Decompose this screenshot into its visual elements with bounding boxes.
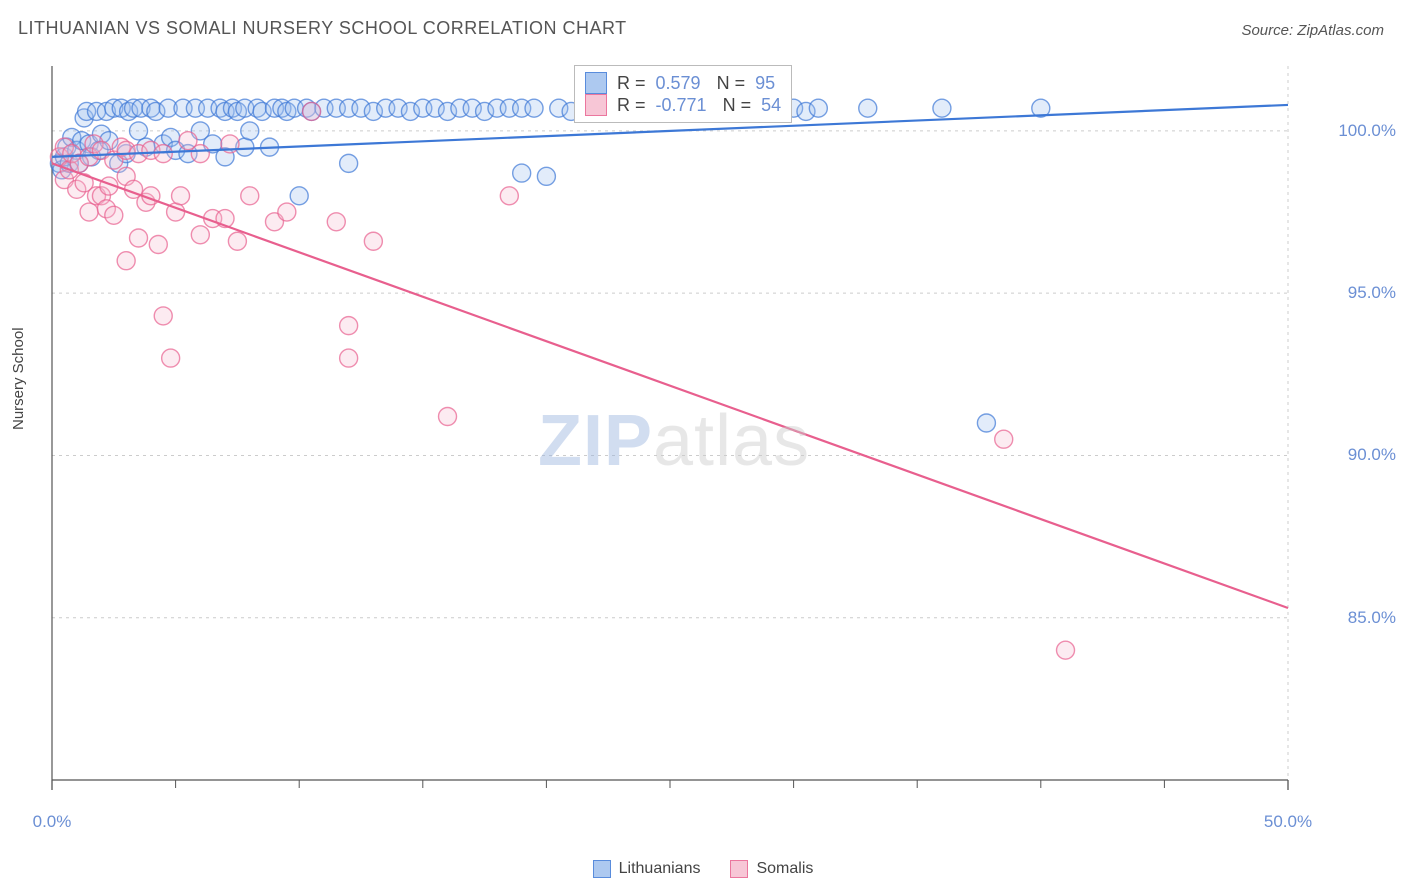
y-tick-label: 95.0% — [1348, 283, 1396, 303]
legend-label: Somalis — [756, 860, 813, 878]
stat-r-label: R = — [617, 73, 646, 94]
legend-label: Lithuanians — [619, 860, 701, 878]
x-tick-label: 50.0% — [1264, 812, 1312, 832]
chart-title: LITHUANIAN VS SOMALI NURSERY SCHOOL CORR… — [18, 18, 627, 39]
stats-legend: R =0.579N =95R =-0.771N =54 — [574, 65, 792, 123]
stat-r-value: 0.579 — [656, 73, 701, 94]
legend-swatch-icon — [730, 860, 748, 878]
stat-r-value: -0.771 — [656, 95, 707, 116]
x-tick-label: 0.0% — [33, 812, 72, 832]
stats-legend-row: R = 0.579 N = 95 — [585, 72, 781, 94]
stat-n-value: 54 — [761, 95, 781, 116]
y-axis-label: Nursery School — [10, 327, 27, 430]
chart-plot-area: ZIPatlas R =0.579N =95R =-0.771N =54 — [48, 60, 1348, 800]
legend-item-lithuanians: Lithuanians — [593, 860, 701, 878]
chart-svg — [48, 60, 1348, 800]
y-tick-label: 85.0% — [1348, 608, 1396, 628]
legend-swatch-icon — [593, 860, 611, 878]
stat-n-label: N = — [723, 95, 752, 116]
stats-legend-row: R = -0.771 N = 54 — [585, 94, 781, 116]
stat-n-value: 95 — [755, 73, 775, 94]
source-label: Source: ZipAtlas.com — [1241, 22, 1384, 39]
stat-r-label: R = — [617, 95, 646, 116]
y-tick-label: 100.0% — [1338, 121, 1396, 141]
stat-n-label: N = — [717, 73, 746, 94]
y-tick-label: 90.0% — [1348, 445, 1396, 465]
legend-bottom: Lithuanians Somalis — [0, 860, 1406, 878]
legend-swatch-icon — [585, 72, 607, 94]
legend-item-somalis: Somalis — [730, 860, 813, 878]
legend-swatch-icon — [585, 94, 607, 116]
